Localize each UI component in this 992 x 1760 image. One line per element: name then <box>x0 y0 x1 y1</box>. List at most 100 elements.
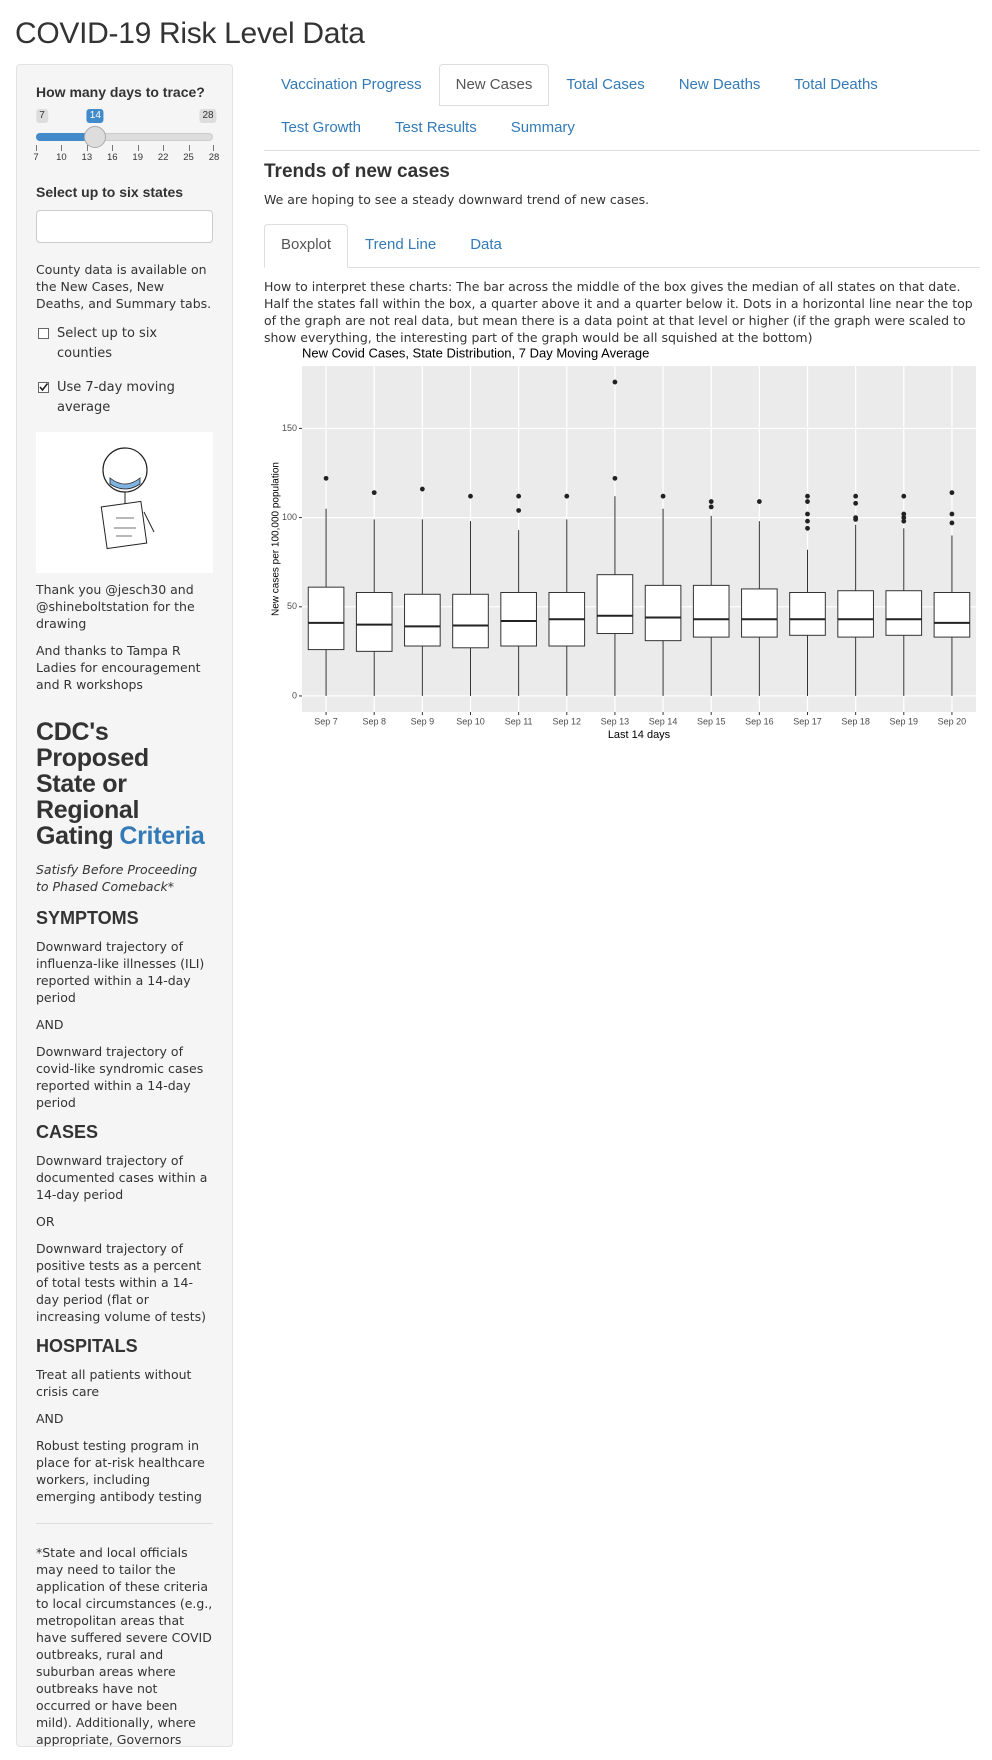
slider-handle[interactable] <box>84 126 107 148</box>
slider-tick <box>112 145 114 151</box>
intro: We are hoping to see a steady downward t… <box>264 192 650 207</box>
slider-tick <box>86 145 88 151</box>
box <box>885 590 923 636</box>
criteria-item: Downward trajectory of influenza-like il… <box>36 939 205 1005</box>
cdc-link[interactable]: Criteria <box>119 822 205 850</box>
y-axis-label: New cases per 100,000 population <box>271 462 282 616</box>
slider-fill <box>36 133 96 141</box>
outlier <box>419 486 425 492</box>
checkbox[interactable]: Select up to six counties <box>36 324 213 364</box>
y-tick-label: 0 <box>292 690 297 700</box>
box <box>355 592 393 652</box>
tab[interactable]: Summary <box>510 119 575 136</box>
box <box>933 592 971 638</box>
slider-value: 14 <box>86 109 104 123</box>
box <box>596 574 634 635</box>
checkbox-box[interactable] <box>38 328 49 339</box>
checkbox[interactable]: Use 7-day moving average <box>36 378 213 418</box>
outlier <box>805 511 810 517</box>
box <box>789 592 826 636</box>
slider-tick-label: 13 <box>81 152 93 163</box>
x-tick-label: Sep 14 <box>649 716 678 726</box>
slider-tick <box>188 145 190 151</box>
tab[interactable]: Boxplot <box>264 224 349 268</box>
box <box>837 590 874 638</box>
explanation: How to interpret these charts: The bar a… <box>264 279 973 345</box>
outlier <box>612 379 618 385</box>
outlier <box>901 511 907 517</box>
outlier <box>756 499 762 504</box>
thanks-text: Thank you @jesch30 and @shineboltstation… <box>36 582 195 631</box>
outlier <box>708 504 714 510</box>
slider-tick <box>163 145 165 151</box>
criteria-item: AND <box>36 1411 64 1426</box>
slider[interactable]: 7 28 14 7 10 13 16 19 22 25 28 <box>33 101 219 167</box>
chart: New Covid Cases, State Distribution, 7 D… <box>271 345 976 741</box>
x-tick-label: Sep 13 <box>601 716 630 726</box>
tab[interactable]: Total Deaths <box>794 76 878 93</box>
criteria-heading: CASES <box>36 1122 99 1142</box>
tab[interactable]: New Cases <box>438 64 550 106</box>
outlier <box>901 515 907 520</box>
slider-tick-label: 28 <box>208 152 220 163</box>
outlier <box>564 493 570 499</box>
states-input[interactable] <box>36 210 213 243</box>
tab[interactable]: Test Growth <box>281 119 362 136</box>
sidebar: How many days to trace? 7 28 14 7 10 13 16 1… <box>16 64 233 1747</box>
outlier <box>853 516 859 522</box>
criteria-item: Downward trajectory of positive tests as… <box>36 1241 206 1324</box>
checkbox-label: Select up to six counties <box>57 326 158 361</box>
outlier <box>805 499 810 504</box>
slider-tick-label: 10 <box>56 152 67 163</box>
outlier <box>853 493 859 499</box>
section-heading: Trends of new cases <box>264 161 450 182</box>
criteria-item: Downward trajectory of documented cases … <box>36 1153 208 1202</box>
slider-min: 7 <box>36 109 48 123</box>
outlier <box>901 493 907 499</box>
sub-tabs: Boxplot Trend Line Data <box>264 224 980 268</box>
chart-title: New Covid Cases, State Distribution, 7 D… <box>302 345 649 360</box>
x-tick-label: Sep 20 <box>938 716 967 726</box>
x-tick-label: Sep 10 <box>456 716 485 726</box>
box <box>307 586 345 651</box>
checkbox-label: Use 7-day moving average <box>57 380 175 415</box>
thanks-text: And thanks to Tampa R Ladies for encoura… <box>36 643 201 692</box>
outlier <box>468 493 473 499</box>
slider-tick <box>36 145 37 151</box>
x-tick-label: Sep 19 <box>890 716 919 726</box>
outlier <box>323 475 329 481</box>
y-tick-label: 150 <box>282 423 297 433</box>
x-tick-label: Sep 8 <box>362 716 386 726</box>
cdc-subtitle: Satisfy Before Proceeding to Phased Come… <box>36 862 198 894</box>
footnote: *State and local officials may need to t… <box>36 1545 213 1747</box>
drawing <box>36 432 213 573</box>
slider-tick-label: 25 <box>183 152 194 163</box>
tab[interactable]: Test Results <box>395 119 477 136</box>
slider-tick <box>213 145 214 151</box>
outlier <box>949 511 955 517</box>
cdc-title: CDC's Proposed State or Regional Gating C… <box>36 719 213 849</box>
drawing-art <box>100 447 155 550</box>
outlier <box>612 475 618 481</box>
check-mark <box>39 383 49 392</box>
slider-tick-label: 7 <box>33 152 39 163</box>
slider-tick-label: 16 <box>106 152 118 163</box>
checkbox-box[interactable] <box>38 382 49 393</box>
county-note: County data is available on the New Case… <box>36 262 212 311</box>
y-tick-label: 100 <box>282 512 297 522</box>
cdc-title-text: CDC's Proposed State or Regional Gating <box>36 718 149 850</box>
box <box>500 592 537 647</box>
x-tick-label: Sep 12 <box>553 716 582 726</box>
tab[interactable]: Data <box>470 236 502 253</box>
x-axis-label: Last 14 days <box>608 729 671 741</box>
outlier <box>805 525 810 531</box>
outlier <box>805 518 810 524</box>
x-tick-label: Sep 7 <box>314 716 338 726</box>
x-tick-label: Sep 18 <box>841 716 870 726</box>
tab[interactable]: Trend Line <box>365 236 437 253</box>
tab[interactable]: New Deaths <box>678 76 761 93</box>
outlier <box>516 508 522 513</box>
tab[interactable]: Total Cases <box>566 76 645 93</box>
criteria-item: OR <box>36 1214 55 1229</box>
tab[interactable]: Vaccination Progress <box>281 76 422 93</box>
